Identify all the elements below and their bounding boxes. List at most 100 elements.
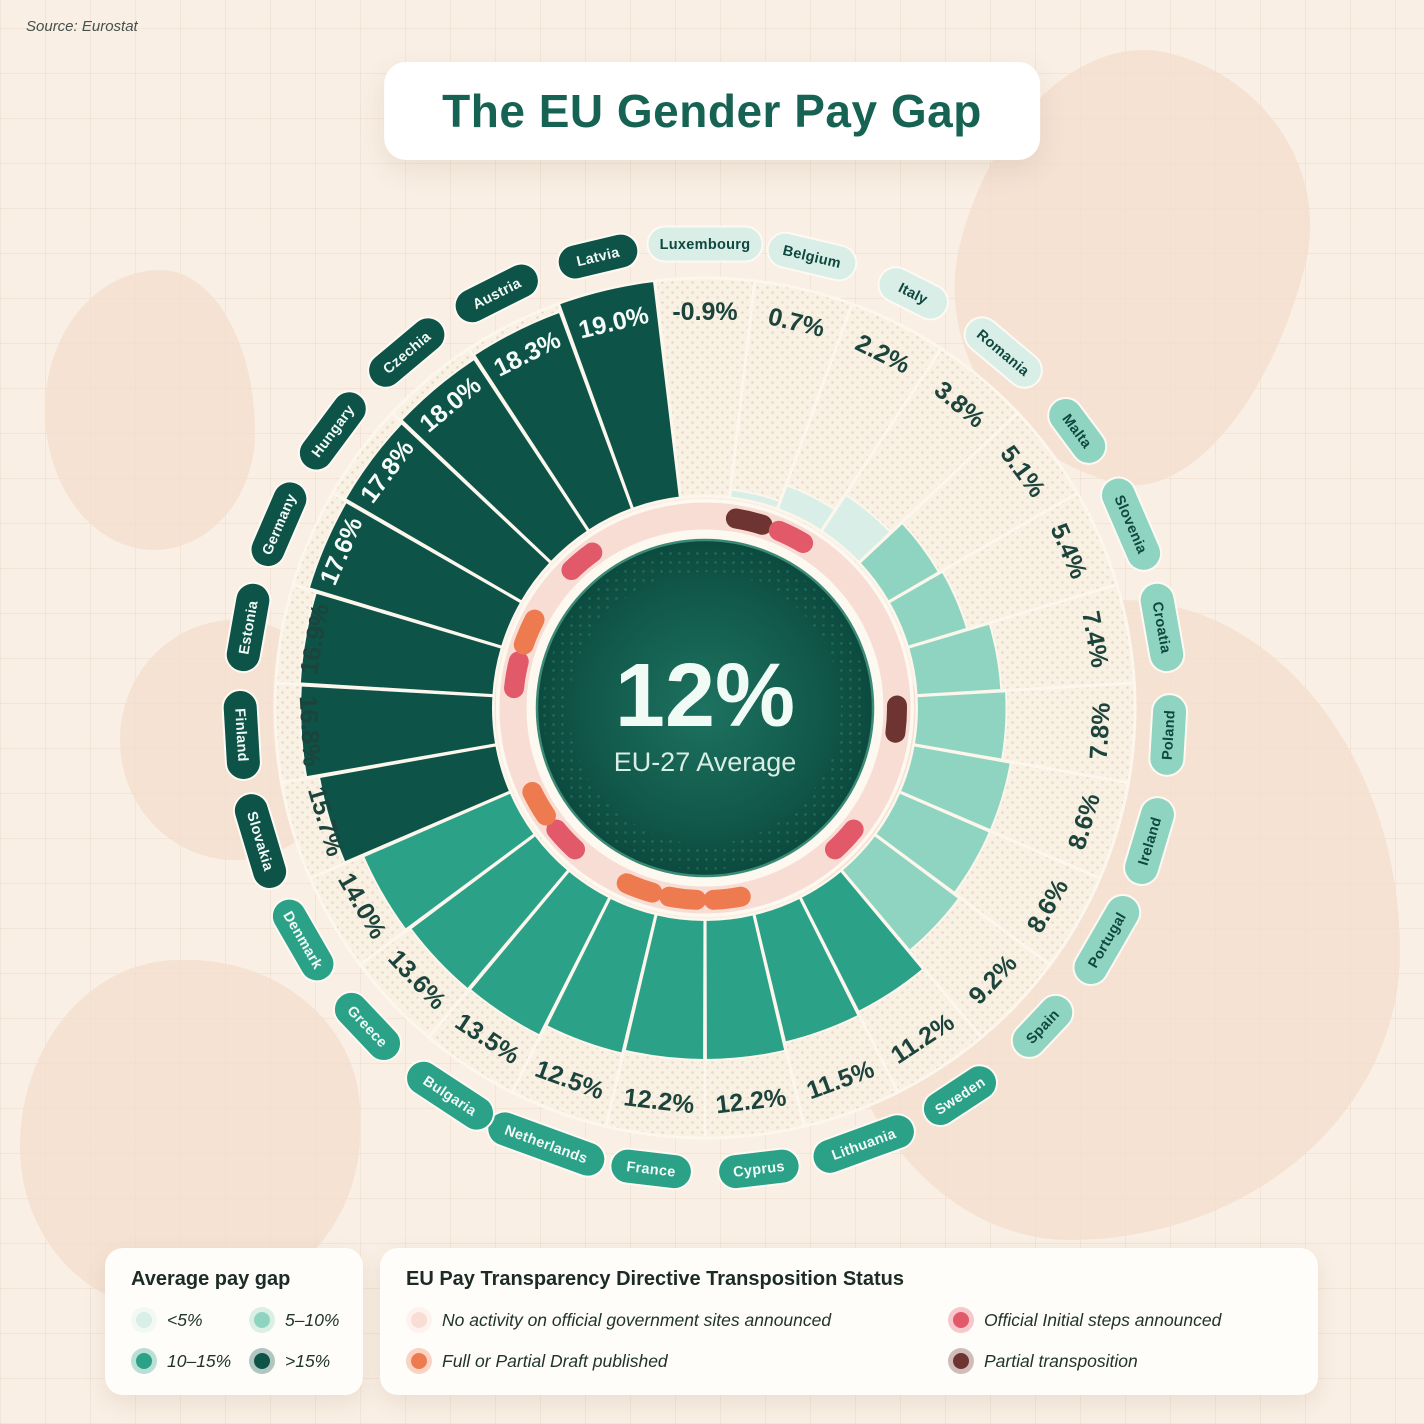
country-pill-bg xyxy=(921,1064,999,1128)
country-pill-bg xyxy=(877,266,949,321)
country-pill-bg xyxy=(249,480,309,569)
bar-sweden xyxy=(799,869,925,1014)
swatch-draft-published-icon xyxy=(406,1348,432,1374)
country-pill-label: Luxembourg xyxy=(660,237,751,253)
country-pill-italy: Italy xyxy=(877,266,949,321)
legend-item-label: <5% xyxy=(167,1309,203,1330)
status-arc-belgium xyxy=(725,508,773,535)
country-pill-ireland: Ireland xyxy=(1123,796,1176,886)
bar-croatia xyxy=(907,622,1003,697)
bar-greece xyxy=(408,833,570,991)
legend-item: <5% xyxy=(131,1307,223,1333)
country-pill-bg xyxy=(367,316,447,389)
country-pill-cyprus: Cyprus xyxy=(717,1147,801,1191)
legend-pay-gap: Average pay gap <5% 5–10% 10–15% >15% xyxy=(105,1248,363,1395)
status-arc-cyprus xyxy=(703,886,751,910)
legend-pay-gap-items: <5% 5–10% 10–15% >15% xyxy=(131,1307,340,1374)
country-pill-bg xyxy=(766,231,858,282)
country-pill-bg xyxy=(717,1147,801,1191)
country-pill-bg xyxy=(1072,894,1142,986)
country-pill-estonia: Estonia xyxy=(224,581,272,674)
bar-romania xyxy=(820,493,892,564)
legend-item: No activity on official government sites… xyxy=(406,1307,922,1333)
country-pill-latvia: Latvia xyxy=(556,232,640,281)
bar-estonia xyxy=(298,591,503,697)
legend-item: Partial transposition xyxy=(948,1348,1292,1374)
legend-transposition-status: EU Pay Transparency Directive Transposit… xyxy=(380,1248,1318,1395)
bar-belgium xyxy=(729,488,781,510)
legend-pay-gap-title: Average pay gap xyxy=(131,1268,291,1290)
legend-item-label: 10–15% xyxy=(167,1350,232,1371)
legend-item: 5–10% xyxy=(249,1307,349,1333)
status-arc-czechia xyxy=(561,542,603,581)
country-pill-belgium: Belgium xyxy=(766,231,858,282)
center-value: 12% xyxy=(615,646,795,746)
country-pill-bg xyxy=(963,316,1043,389)
country-pill-bg xyxy=(1099,476,1163,572)
legend-status-title: EU Pay Transparency Directive Transposit… xyxy=(406,1268,904,1290)
legend-item-label: 5–10% xyxy=(285,1309,340,1330)
bar-cyprus xyxy=(704,913,787,1061)
legend-item: >15% xyxy=(249,1348,349,1374)
country-pill-bg xyxy=(221,688,262,781)
country-pill-croatia: Croatia xyxy=(1138,581,1186,674)
country-pill-greece: Greece xyxy=(332,990,403,1062)
swatch-lt5-icon xyxy=(131,1307,157,1333)
bar-bulgaria xyxy=(468,869,611,1037)
status-arc-greece xyxy=(546,819,586,860)
value-label-finland: 16.8% xyxy=(294,695,326,767)
legend-item: 10–15% xyxy=(131,1348,231,1374)
bar-latvia xyxy=(557,279,681,510)
bar-malta xyxy=(858,521,941,603)
swatch-gt15-icon xyxy=(249,1348,275,1374)
bar-denmark xyxy=(361,791,537,932)
legend-item-label: No activity on official government sites… xyxy=(442,1309,832,1330)
status-arc-germany xyxy=(513,609,545,655)
country-pill-label: Finland xyxy=(231,708,250,762)
bar-poland xyxy=(912,690,1008,761)
country-pill-france: France xyxy=(609,1147,693,1191)
country-pill-luxembourg: Luxembourg xyxy=(646,225,764,263)
bar-portugal xyxy=(873,791,992,895)
legend-item: Full or Partial Draft published xyxy=(406,1348,922,1374)
page-title: The EU Gender Pay Gap xyxy=(442,85,982,137)
status-arc-italy xyxy=(768,520,814,553)
country-pill-bg xyxy=(609,1147,693,1191)
status-arc-poland xyxy=(885,695,907,743)
country-pill-bg xyxy=(232,792,289,890)
bar-italy xyxy=(776,483,837,532)
source-credit: Source: Eurostat xyxy=(26,18,138,35)
country-pill-bg xyxy=(646,225,764,263)
status-arc-spain xyxy=(824,819,864,860)
center-label: EU-27 Average xyxy=(614,747,797,777)
legend-item-label: Full or Partial Draft published xyxy=(442,1350,668,1371)
bar-netherlands xyxy=(544,896,657,1055)
country-pill-bg xyxy=(1123,796,1176,886)
country-pill-slovakia: Slovakia xyxy=(232,792,289,890)
country-pill-label: Poland xyxy=(1160,710,1179,761)
country-pill-bg xyxy=(1047,396,1108,465)
bar-slovakia xyxy=(317,744,512,864)
bar-lithuania xyxy=(753,896,860,1044)
country-pill-label: France xyxy=(626,1159,677,1181)
bar-ireland xyxy=(898,744,1012,832)
country-pill-label: Cyprus xyxy=(732,1159,785,1181)
legend-item-label: Official Initial steps announced xyxy=(984,1309,1222,1330)
title-card: The EU Gender Pay Gap xyxy=(384,62,1040,160)
country-pill-bg xyxy=(453,262,540,325)
bar-czechia xyxy=(399,357,590,564)
status-arc-denmark xyxy=(522,781,556,826)
swatch-partial-transposition-icon xyxy=(948,1348,974,1374)
swatch-10-15-icon xyxy=(131,1348,157,1374)
bar-france xyxy=(623,913,706,1061)
bar-spain xyxy=(840,833,961,953)
country-pill-bg xyxy=(811,1113,916,1175)
legend-item-label: Partial transposition xyxy=(984,1350,1138,1371)
value-label-poland: 7.8% xyxy=(1085,702,1116,761)
status-arc-estonia xyxy=(504,651,529,699)
country-pill-poland: Poland xyxy=(1148,693,1189,777)
bar-slovenia xyxy=(887,570,969,648)
country-pill-finland: Finland xyxy=(221,688,262,781)
